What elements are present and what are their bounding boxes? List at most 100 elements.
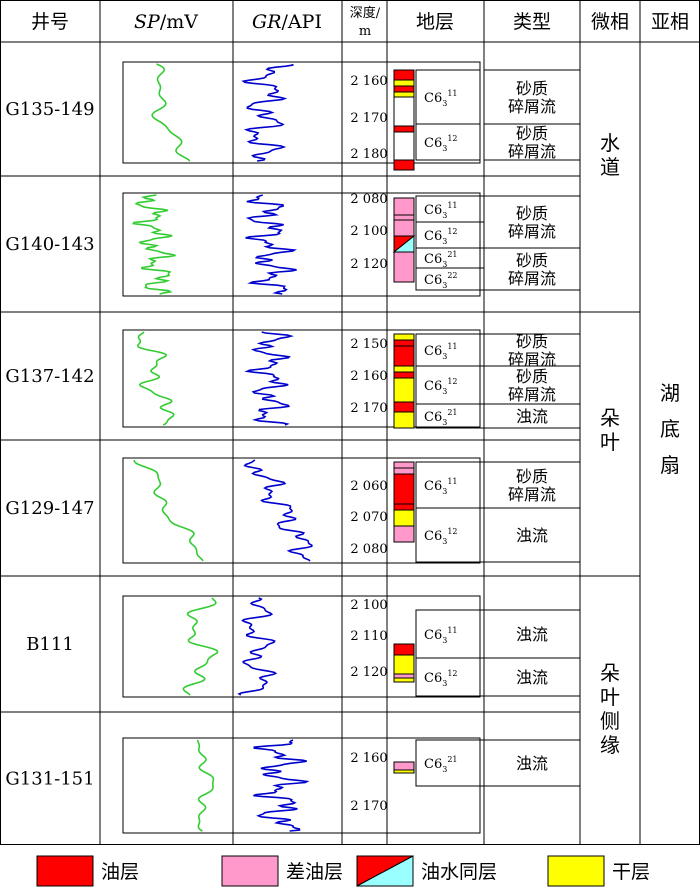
well-name: G140-143 (5, 234, 94, 255)
litho-dry (393, 79, 415, 87)
litho-dry (393, 411, 415, 429)
depth-label: 2 110 (350, 629, 387, 644)
type-cell (483, 657, 581, 697)
litho-oil (393, 401, 415, 413)
header-depth-unit: m (359, 24, 371, 39)
litho-poor (393, 219, 415, 237)
depth-label: 2 180 (350, 147, 387, 162)
type-cell (483, 123, 581, 161)
header-well: 井号 (31, 11, 69, 33)
header-strata: 地层 (416, 11, 454, 33)
well-name: B111 (26, 634, 74, 655)
well-name: G135-149 (5, 99, 94, 120)
log-track-frame (122, 457, 481, 564)
sp-curve (132, 194, 176, 295)
depth-label: 2 080 (350, 542, 387, 557)
legend-label: 差油层 (286, 861, 343, 883)
type-label: 砂质 (516, 204, 548, 223)
depth-label: 2 170 (350, 111, 387, 126)
depth-label: 2 160 (350, 751, 387, 766)
litho-oil (393, 473, 415, 505)
microfacies-lobe-text: 朵叶 (600, 406, 620, 454)
litho-dry (393, 677, 415, 683)
legend-label: 油水同层 (421, 861, 497, 883)
legend-item-oil_water: 油水同层 (356, 855, 497, 887)
well-name: G129-147 (5, 498, 94, 519)
type-cell (483, 507, 581, 563)
type-label: 浊流 (516, 625, 548, 644)
depth-label: 2 160 (350, 369, 387, 384)
litho-dry (393, 91, 415, 98)
well-name: G131-151 (5, 769, 94, 790)
strata-unit: C6322 (424, 271, 458, 290)
litho-oil (393, 643, 415, 656)
microfacies-lobe-margin: 朵叶侧缘 (600, 661, 620, 757)
legend-label: 干层 (612, 861, 650, 883)
type-label: 浊流 (516, 407, 548, 426)
litho-dry (393, 769, 415, 774)
litho-poor (393, 251, 415, 283)
type-label: 砂质 (516, 251, 548, 270)
gr-curve (237, 597, 278, 696)
microfacies-channel-text: 水道 (600, 131, 620, 179)
log-track-frame (122, 595, 481, 698)
type-label: 砂质 (516, 367, 548, 386)
table-frame (0, 0, 700, 845)
strata-unit: C6311 (424, 342, 458, 361)
sp-curve (151, 63, 191, 162)
type-cell (483, 403, 581, 429)
legend-swatch (547, 855, 605, 887)
litho-oil (393, 69, 415, 81)
depth-label: 2 170 (350, 401, 387, 416)
type-label: 浊流 (516, 526, 548, 545)
litho-oil (393, 125, 415, 133)
litho-dry (393, 377, 415, 403)
legend-swatch (36, 855, 94, 887)
subfacies-sublacustrine-fan-text: 湖底扇 (660, 381, 680, 477)
depth-label: 2 070 (350, 510, 387, 525)
litho-oil (393, 503, 415, 511)
strata-unit: C6312 (424, 227, 458, 246)
litho-oil (393, 371, 415, 379)
strata-unit: C6311 (424, 89, 458, 108)
litho-dry (393, 509, 415, 527)
legend-item-dry: 干层 (547, 855, 650, 887)
strata-unit: C6311 (424, 201, 458, 220)
depth-label: 2 120 (350, 665, 387, 680)
well-row-G131-151: G131-151 2 160 2 170 C6321 浊流 (5, 737, 581, 834)
gr-curve (241, 63, 294, 162)
type-label: 砂质 (516, 124, 548, 143)
depth-label: 2 100 (350, 224, 387, 239)
microfacies-lobe-margin-text: 朵叶侧缘 (600, 661, 620, 757)
type-label: 碎屑流 (508, 485, 556, 504)
litho-poor (393, 525, 415, 543)
litho-poor (393, 461, 415, 469)
sp-curve (182, 597, 219, 696)
litho-white (393, 131, 415, 161)
well-row-G137-142: G137-142 2 150 2 160 2 170 C6311 C6312 C6321 砂质… (5, 329, 581, 429)
strata-unit: C6312 (424, 134, 458, 153)
gr-curve (253, 739, 310, 832)
legend-item-poor: 差油层 (221, 855, 343, 887)
header-microfacies: 微相 (591, 11, 629, 33)
depth-label: 2 150 (350, 337, 387, 352)
strata-unit: C6321 (424, 250, 458, 269)
depth-label: 2 080 (350, 192, 387, 207)
type-label: 碎屑流 (508, 142, 556, 161)
strata-unit: C6321 (424, 755, 458, 774)
gr-curve (243, 459, 313, 562)
log-track-frame (122, 329, 481, 428)
litho-oil (393, 345, 415, 367)
legend-item-oil: 油层 (36, 855, 139, 887)
type-cell (483, 247, 581, 291)
microfacies-channel: 水道 (600, 131, 620, 179)
type-label: 浊流 (516, 668, 548, 687)
litho-poor (393, 467, 415, 475)
well-row-G140-143: G140-143 2 080 2 100 2 120 C6311 C6312 C6321 C6… (5, 192, 581, 297)
gr-curve (244, 331, 294, 426)
strata-unit: C6321 (424, 408, 458, 427)
header-gr: GR/API (252, 11, 322, 33)
